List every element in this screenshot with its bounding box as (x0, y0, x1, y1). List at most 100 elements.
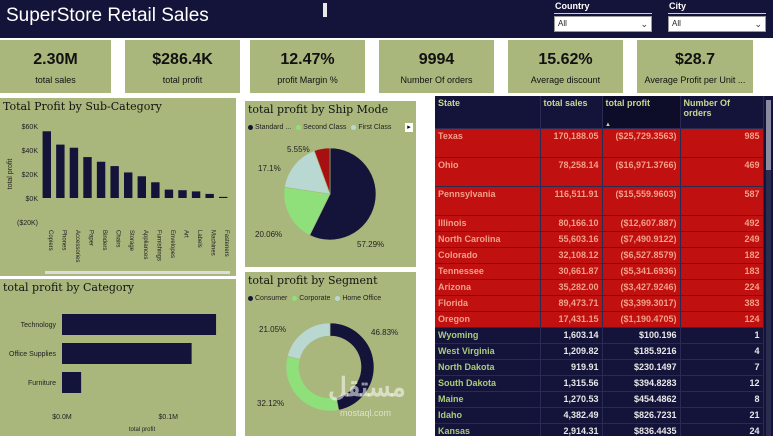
table-row[interactable]: North Carolina 55,603.16 ($7,490.9122) 249 (435, 230, 764, 247)
cell-state: West Virginia (435, 342, 541, 359)
y-tick-label: Technology (21, 322, 57, 329)
table-row[interactable]: Idaho 4,382.49 $826.7231 21 (435, 406, 764, 423)
subcategory-chart-panel[interactable]: Total Profit by Sub-Category $60K $40K $20… (0, 98, 236, 276)
category-bar-chart[interactable]: Technology Office Supplies Furniture $0.0M $… (0, 279, 236, 436)
bar[interactable] (151, 182, 160, 198)
cell-orders: 587 (680, 185, 764, 215)
bar[interactable] (62, 314, 217, 335)
kpi-label: total sales (35, 75, 76, 85)
bar[interactable] (83, 157, 92, 198)
city-slicer[interactable]: City All ⌄ (668, 0, 766, 32)
legend-item: Standard ... (248, 124, 291, 131)
country-dropdown[interactable]: All ⌄ (554, 16, 652, 32)
kpi-card-profit-margin[interactable]: 12.47% profit Margin % (250, 40, 365, 93)
city-dropdown[interactable]: All ⌄ (668, 16, 766, 32)
bar[interactable] (42, 131, 51, 198)
chart-legend: Standard ... Second Class First Class (248, 124, 394, 131)
table-row[interactable]: Pennsylvania 116,511.91 ($15,559.9603) 587 (435, 185, 764, 215)
kpi-card-average-profit-per-unit[interactable]: $28.7 Average Profit per Unit ... (637, 40, 753, 93)
table-row[interactable]: West Virginia 1,209.82 $185.9216 4 (435, 342, 764, 359)
table-row[interactable]: Maine 1,270.53 $454.4862 8 (435, 390, 764, 407)
table-scrollbar[interactable] (766, 100, 771, 436)
cell-orders: 224 (680, 278, 764, 295)
pie-slice[interactable] (284, 150, 331, 195)
table-row[interactable]: Colorado 32,108.12 ($6,527.8579) 182 (435, 246, 764, 263)
x-tick-label: Furnishings (155, 230, 161, 261)
bar[interactable] (69, 147, 79, 198)
cell-total-profit: $230.1497 (602, 358, 681, 375)
table-row[interactable]: Illinois 80,166.10 ($12,607.887) 492 (435, 214, 764, 231)
chevron-down-icon[interactable]: ⌄ (640, 19, 648, 29)
kpi-card-number-of-orders[interactable]: 9994 Number Of orders (379, 40, 494, 93)
data-label: 46.83% (371, 328, 398, 337)
kpi-card-total-sales[interactable]: 2.30M total sales (0, 40, 111, 93)
cell-orders: 469 (680, 156, 764, 186)
pie-slice[interactable] (286, 322, 331, 360)
cell-orders: 249 (680, 230, 764, 247)
cell-state: Colorado (435, 246, 541, 263)
category-chart-panel[interactable]: total profit by Category Technology Offic… (0, 279, 236, 436)
table-row[interactable]: Tennessee 30,661.87 ($5,341.6936) 183 (435, 262, 764, 279)
table-row[interactable]: Texas 170,188.05 ($25,729.3563) 985 (435, 127, 764, 157)
segment-chart-panel[interactable]: total profit by Segment Consumer Corpora… (245, 272, 416, 436)
kpi-card-average-discount[interactable]: 15.62% Average discount (508, 40, 623, 93)
cell-orders: 985 (680, 127, 764, 157)
cell-orders: 383 (680, 294, 764, 311)
country-slicer[interactable]: Country All ⌄ (554, 0, 652, 32)
column-header-state[interactable]: State (435, 96, 541, 128)
cell-total-profit: ($5,341.6936) (602, 262, 681, 279)
cell-total-sales: 35,282.00 (540, 278, 603, 295)
column-header-number-of-orders[interactable]: Number Of orders (680, 96, 764, 128)
data-label: 21.05% (259, 325, 286, 334)
column-header-total-profit[interactable]: total profit (602, 96, 681, 128)
bar[interactable] (164, 189, 174, 198)
table-scrollbar-thumb[interactable] (766, 100, 771, 170)
table-row[interactable]: Arizona 35,282.00 ($3,427.9246) 224 (435, 278, 764, 295)
cell-orders: 1 (680, 326, 764, 343)
bar[interactable] (62, 372, 82, 393)
bar[interactable] (110, 166, 119, 198)
bar[interactable] (124, 172, 133, 198)
table-row[interactable]: Kansas 2,914.31 $836.4435 24 (435, 422, 764, 436)
bar[interactable] (219, 196, 228, 198)
cell-state: Texas (435, 127, 541, 157)
data-label: 57.29% (357, 240, 384, 249)
kpi-card-total-profit[interactable]: $286.4K total profit (125, 40, 240, 93)
table-row[interactable]: Florida 89,473.71 ($3,399.3017) 383 (435, 294, 764, 311)
table-row[interactable]: Ohio 78,258.14 ($16,971.3766) 469 (435, 156, 764, 186)
subcategory-bar-chart[interactable]: $60K $40K $20K $0K ($20K) total profit Copiers… (0, 98, 236, 276)
bar[interactable] (178, 190, 187, 198)
cell-total-sales: 89,473.71 (540, 294, 603, 311)
x-tick-label: Accessories (74, 230, 80, 262)
bar[interactable] (96, 161, 106, 198)
column-header-total-sales[interactable]: total sales (540, 96, 603, 128)
data-label: 20.06% (255, 230, 282, 239)
state-table[interactable]: State total sales total profit Number Of… (435, 96, 773, 436)
bar[interactable] (191, 191, 201, 198)
x-tick-label: Art (183, 230, 189, 238)
sort-ascending-icon[interactable]: ▲ (605, 122, 611, 128)
y-tick-label: $40K (22, 148, 39, 155)
legend-next-arrow-icon[interactable]: ▸ (405, 123, 413, 132)
table-row[interactable]: Wyoming 1,603.14 $100.196 1 (435, 326, 764, 343)
cell-orders: 21 (680, 406, 764, 423)
table-row[interactable]: Oregon 17,431.15 ($1,190.4705) 124 (435, 310, 764, 327)
pie-slice[interactable] (309, 147, 377, 241)
chevron-down-icon[interactable]: ⌄ (754, 19, 762, 29)
bar[interactable] (62, 343, 192, 364)
legend-item: Corporate (292, 295, 330, 302)
chart-scrollbar[interactable] (45, 271, 230, 274)
kpi-value: $28.7 (674, 51, 716, 68)
table-row[interactable]: South Dakota 1,315.56 $394.8283 12 (435, 374, 764, 391)
bar[interactable] (56, 144, 65, 198)
pie-slice[interactable] (313, 147, 331, 195)
shipmode-chart-panel[interactable]: total profit by Ship Mode Standard ... S… (245, 101, 416, 267)
cell-total-profit: ($12,607.887) (602, 214, 681, 231)
bar[interactable] (205, 193, 214, 198)
segment-donut-chart[interactable]: 46.83% 32.12% 21.05% (245, 272, 416, 436)
bar[interactable] (137, 176, 146, 198)
cell-total-profit: $100.196 (602, 326, 681, 343)
pie-slice[interactable] (283, 186, 331, 236)
table-row[interactable]: North Dakota 919.91 $230.1497 7 (435, 358, 764, 375)
shipmode-pie-chart[interactable]: 57.29% 20.06% 17.1% 5.55% (245, 101, 416, 267)
